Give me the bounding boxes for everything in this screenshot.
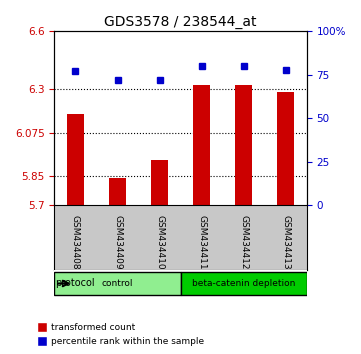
Text: GSM434411: GSM434411	[197, 215, 206, 270]
FancyBboxPatch shape	[55, 272, 180, 295]
Bar	[109, 178, 126, 205]
Text: GSM434413: GSM434413	[281, 215, 290, 270]
Text: protocol: protocol	[55, 279, 95, 289]
Legend: transformed count, percentile rank within the sample: transformed count, percentile rank withi…	[34, 320, 207, 349]
Text: control: control	[102, 279, 133, 288]
Text: beta-catenin depletion: beta-catenin depletion	[192, 279, 295, 288]
Text: GSM434412: GSM434412	[239, 215, 248, 269]
Bar	[277, 92, 294, 205]
Bar	[67, 114, 84, 205]
FancyBboxPatch shape	[180, 272, 307, 295]
Text: GSM434410: GSM434410	[155, 215, 164, 270]
Bar	[235, 86, 252, 205]
Text: GSM434408: GSM434408	[71, 215, 80, 270]
Bar	[193, 86, 210, 205]
Text: GSM434409: GSM434409	[113, 215, 122, 270]
Title: GDS3578 / 238544_at: GDS3578 / 238544_at	[104, 15, 257, 29]
Bar	[151, 160, 168, 205]
